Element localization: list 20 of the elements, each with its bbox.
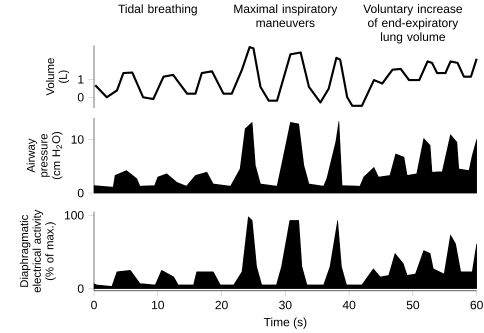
text: Maximal inspiratory maneuvers	[234, 4, 338, 27]
x-tick-label: 50	[406, 300, 420, 310]
y-tick-label: 0	[78, 92, 84, 102]
y-tick-label: 1	[78, 75, 84, 84]
y-axis-title: Diaphragmatic electrical activity (% of max.)	[20, 210, 56, 292]
y-tick-label: 0	[78, 284, 84, 293]
y-axis-title: Volume (L)	[46, 58, 70, 96]
text: Voluntary increase of end-expiratory lung volume	[363, 4, 462, 44]
text: Tidal breathing	[118, 4, 197, 16]
y-tick-label: 0	[78, 188, 84, 198]
x-tick-label: 30	[279, 300, 292, 310]
x-tick-label: 40	[342, 300, 356, 310]
x-tick-label: 10	[152, 300, 164, 310]
line-series	[94, 46, 478, 107]
x-tick-label: 20	[215, 300, 228, 310]
y-tick-label: 10	[72, 135, 84, 144]
x-axis-title: Time (s)	[264, 317, 306, 329]
y-tick-label: 100	[64, 210, 84, 220]
x-tick-label: 60	[470, 300, 483, 310]
x-tick-label: 0	[91, 300, 97, 310]
